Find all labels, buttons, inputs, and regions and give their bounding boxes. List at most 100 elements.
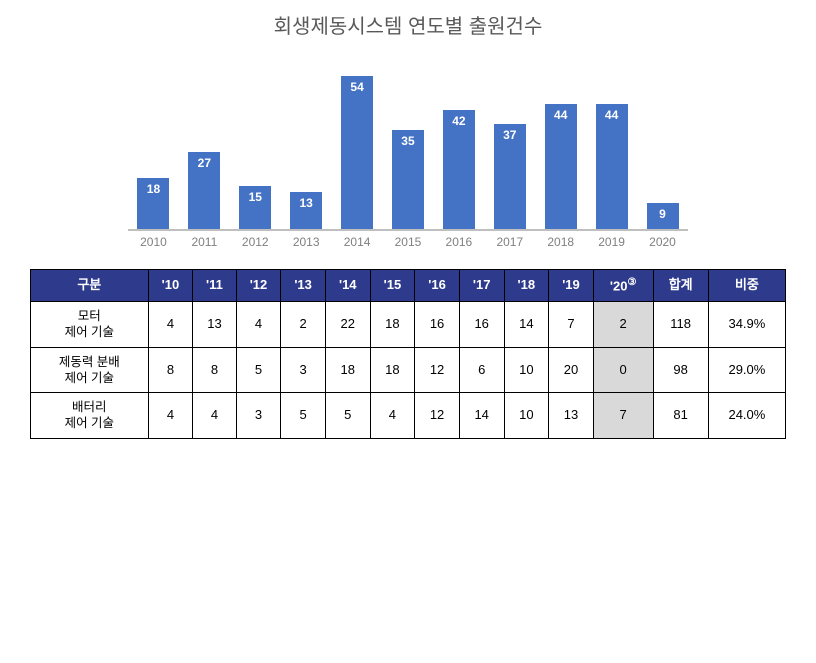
- table-cell: 98: [653, 347, 708, 393]
- table-cell: 14: [504, 302, 549, 348]
- bar-col: 13: [286, 196, 326, 229]
- bar-value-label: 15: [249, 190, 262, 204]
- data-table: 구분'10'11'12'13'14'15'16'17'18'19'20③합계비중…: [30, 269, 786, 439]
- x-tick: 2019: [592, 231, 632, 249]
- x-tick: 2017: [490, 231, 530, 249]
- table-cell: 13: [549, 393, 594, 439]
- chart-x-axis: 2010 2011 2012 2013 2014 2015 2016 2017 2018 2019…: [128, 231, 688, 249]
- bar-value-label: 44: [554, 108, 567, 122]
- table-cell: 2: [281, 302, 326, 348]
- table-cell: 13: [193, 302, 236, 348]
- table-cell: 18: [370, 302, 415, 348]
- table-header-cell: '18: [504, 270, 549, 302]
- table-header-cell: '12: [236, 270, 281, 302]
- table-cell: 14: [459, 393, 504, 439]
- bar-rect: [545, 104, 577, 229]
- bar-value-label: 42: [452, 114, 465, 128]
- x-tick: 2010: [133, 231, 173, 249]
- table-cell: 12: [415, 347, 460, 393]
- chart-bars: 18 27 15 13 54 35 42 37 44 44 9: [128, 51, 688, 231]
- bar-col: 44: [541, 108, 581, 229]
- row-label: 제동력 분배제어 기술: [31, 347, 149, 393]
- table-cell: 0: [593, 347, 653, 393]
- table-cell: 8: [193, 347, 236, 393]
- row-label: 배터리제어 기술: [31, 393, 149, 439]
- bar-rect: [596, 104, 628, 229]
- bar-col: 37: [490, 128, 530, 229]
- table-cell: 5: [236, 347, 281, 393]
- table-row: 제동력 분배제어 기술88531818126102009829.0%: [31, 347, 786, 393]
- table-header-cell: '20③: [593, 270, 653, 302]
- table-cell: 118: [653, 302, 708, 348]
- table-cell: 81: [653, 393, 708, 439]
- table-cell: 2: [593, 302, 653, 348]
- table-cell: 4: [370, 393, 415, 439]
- table-header-cell: 합계: [653, 270, 708, 302]
- table-cell: 6: [459, 347, 504, 393]
- bar-col: 44: [592, 108, 632, 229]
- table-cell: 8: [148, 347, 193, 393]
- bar-col: 27: [184, 156, 224, 229]
- table-row: 배터리제어 기술4435541214101378124.0%: [31, 393, 786, 439]
- table-cell: 16: [415, 302, 460, 348]
- table-cell: 7: [549, 302, 594, 348]
- bar-chart: 회생제동시스템 연도별 출원건수 18 27 15 13 54 35 42 37 44 44 9 2…: [128, 10, 688, 249]
- x-tick: 2018: [541, 231, 581, 249]
- bar-value-label: 54: [350, 80, 363, 94]
- table-row: 모터제어 기술4134222181616147211834.9%: [31, 302, 786, 348]
- table-cell: 29.0%: [708, 347, 785, 393]
- table-cell: 20: [549, 347, 594, 393]
- bar-value-label: 35: [401, 134, 414, 148]
- bar-col: 15: [235, 190, 275, 229]
- table-cell: 3: [236, 393, 281, 439]
- table-header-cell: '16: [415, 270, 460, 302]
- table-header-cell: '15: [370, 270, 415, 302]
- bar-value-label: 44: [605, 108, 618, 122]
- table-header-cell: '14: [325, 270, 370, 302]
- bar-value-label: 37: [503, 128, 516, 142]
- table-cell: 22: [325, 302, 370, 348]
- bar-value-label: 18: [147, 182, 160, 196]
- table-cell: 7: [593, 393, 653, 439]
- row-label: 모터제어 기술: [31, 302, 149, 348]
- bar-col: 54: [337, 80, 377, 229]
- x-tick: 2013: [286, 231, 326, 249]
- x-tick: 2015: [388, 231, 428, 249]
- bar-value-label: 27: [198, 156, 211, 170]
- x-tick: 2020: [643, 231, 683, 249]
- table-cell: 10: [504, 393, 549, 439]
- table-cell: 4: [148, 393, 193, 439]
- table-cell: 10: [504, 347, 549, 393]
- table-cell: 16: [459, 302, 504, 348]
- table-cell: 34.9%: [708, 302, 785, 348]
- table-cell: 24.0%: [708, 393, 785, 439]
- bar-value-label: 13: [299, 196, 312, 210]
- table-cell: 18: [370, 347, 415, 393]
- table-cell: 12: [415, 393, 460, 439]
- table-header-cell: '17: [459, 270, 504, 302]
- table-cell: 4: [148, 302, 193, 348]
- bar-col: 35: [388, 134, 428, 229]
- x-tick: 2016: [439, 231, 479, 249]
- table-cell: 4: [193, 393, 236, 439]
- bar-col: 42: [439, 114, 479, 229]
- table-cell: 4: [236, 302, 281, 348]
- table-header-cell: '13: [281, 270, 326, 302]
- bar-col: 9: [643, 207, 683, 229]
- bar-value-label: 9: [659, 207, 666, 221]
- table-header-cell: 비중: [708, 270, 785, 302]
- bar-col: 18: [133, 182, 173, 229]
- x-tick: 2014: [337, 231, 377, 249]
- table-cell: 5: [325, 393, 370, 439]
- bar-rect: [341, 76, 373, 229]
- table-header-cell: 구분: [31, 270, 149, 302]
- x-tick: 2011: [184, 231, 224, 249]
- table-cell: 5: [281, 393, 326, 439]
- table-header-cell: '19: [549, 270, 594, 302]
- table-cell: 18: [325, 347, 370, 393]
- table-header-cell: '10: [148, 270, 193, 302]
- table-cell: 3: [281, 347, 326, 393]
- x-tick: 2012: [235, 231, 275, 249]
- table-header-cell: '11: [193, 270, 236, 302]
- chart-title: 회생제동시스템 연도별 출원건수: [128, 10, 688, 39]
